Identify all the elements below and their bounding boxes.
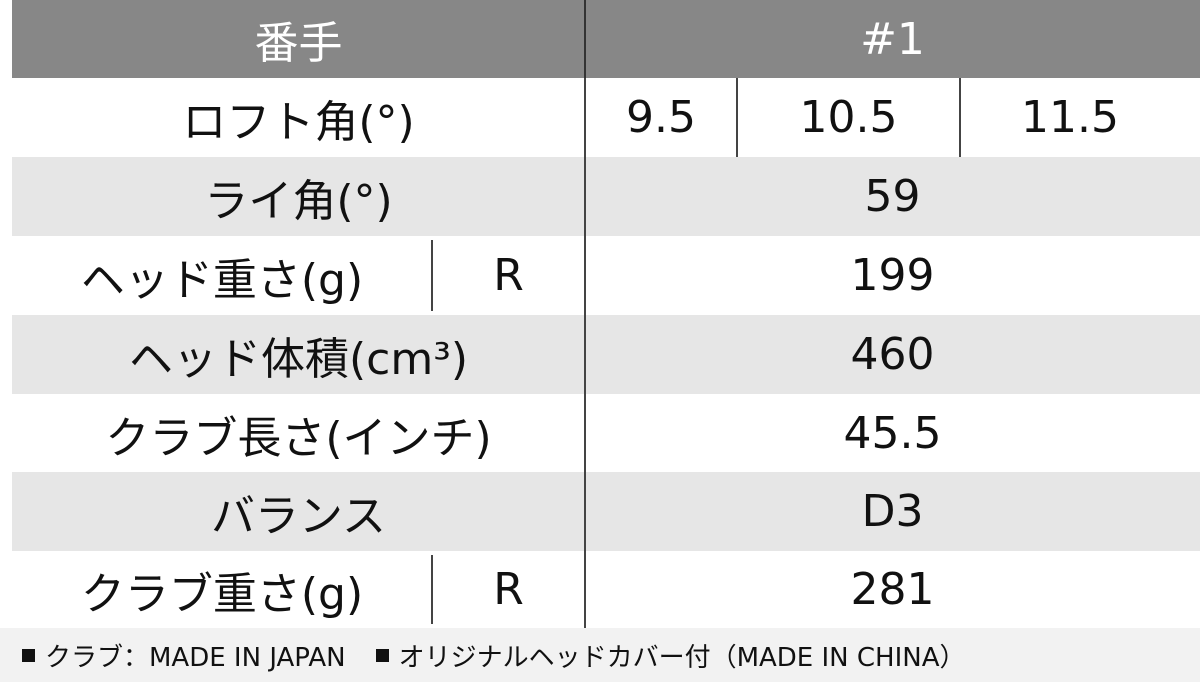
row-lie: ライ角(°) 59 — [12, 157, 1200, 236]
lie-value: 59 — [864, 171, 921, 222]
row-head-weight: ヘッド重さ(g) R 199 — [12, 236, 1200, 315]
club-weight-flex: R — [493, 564, 524, 615]
row-head-volume: ヘッド体積(cm³) 460 — [12, 315, 1200, 394]
club-weight-label: クラブ重さ(g) — [80, 568, 364, 620]
club-weight-value: 281 — [850, 564, 935, 615]
header-label: 番手 — [254, 18, 343, 69]
header-value: #1 — [860, 13, 925, 65]
head-volume-label: ヘッド体積(cm³) — [128, 333, 469, 385]
footer-note-text: クラブ：MADE IN JAPAN — [45, 642, 346, 673]
footer-notes: クラブ：MADE IN JAPAN オリジナルヘッドカバー付（MADE IN C… — [0, 628, 1200, 682]
row-balance: バランス D3 — [12, 472, 1200, 551]
head-weight-label: ヘッド重さ(g) — [80, 254, 364, 306]
bullet-square-icon — [375, 648, 389, 662]
row-club-weight: クラブ重さ(g) R 281 — [12, 551, 1200, 628]
head-weight-flex: R — [493, 250, 524, 301]
loft-value: 10.5 — [799, 92, 898, 143]
footer-note: クラブ：MADE IN JAPAN — [22, 637, 346, 674]
footer-note: オリジナルヘッドカバー付（MADE IN CHINA） — [375, 637, 966, 674]
lie-label: ライ角(°) — [204, 175, 393, 227]
loft-label: ロフト角(°) — [182, 96, 415, 148]
balance-label: バランス — [210, 490, 387, 542]
footer-note-text: オリジナルヘッドカバー付（MADE IN CHINA） — [398, 642, 966, 673]
loft-value: 11.5 — [1021, 92, 1119, 143]
balance-value: D3 — [861, 486, 924, 537]
row-club-length: クラブ長さ(インチ) 45.5 — [12, 394, 1200, 473]
club-length-value: 45.5 — [843, 408, 942, 459]
bullet-square-icon — [22, 648, 35, 662]
head-weight-value: 199 — [850, 250, 935, 301]
header-row: 番手 #1 — [12, 0, 1200, 78]
head-volume-value: 460 — [850, 329, 935, 380]
row-loft: ロフト角(°) 9.5 10.5 11.5 — [12, 78, 1200, 157]
club-length-label: クラブ長さ(インチ) — [105, 412, 492, 464]
loft-value: 9.5 — [626, 92, 696, 143]
